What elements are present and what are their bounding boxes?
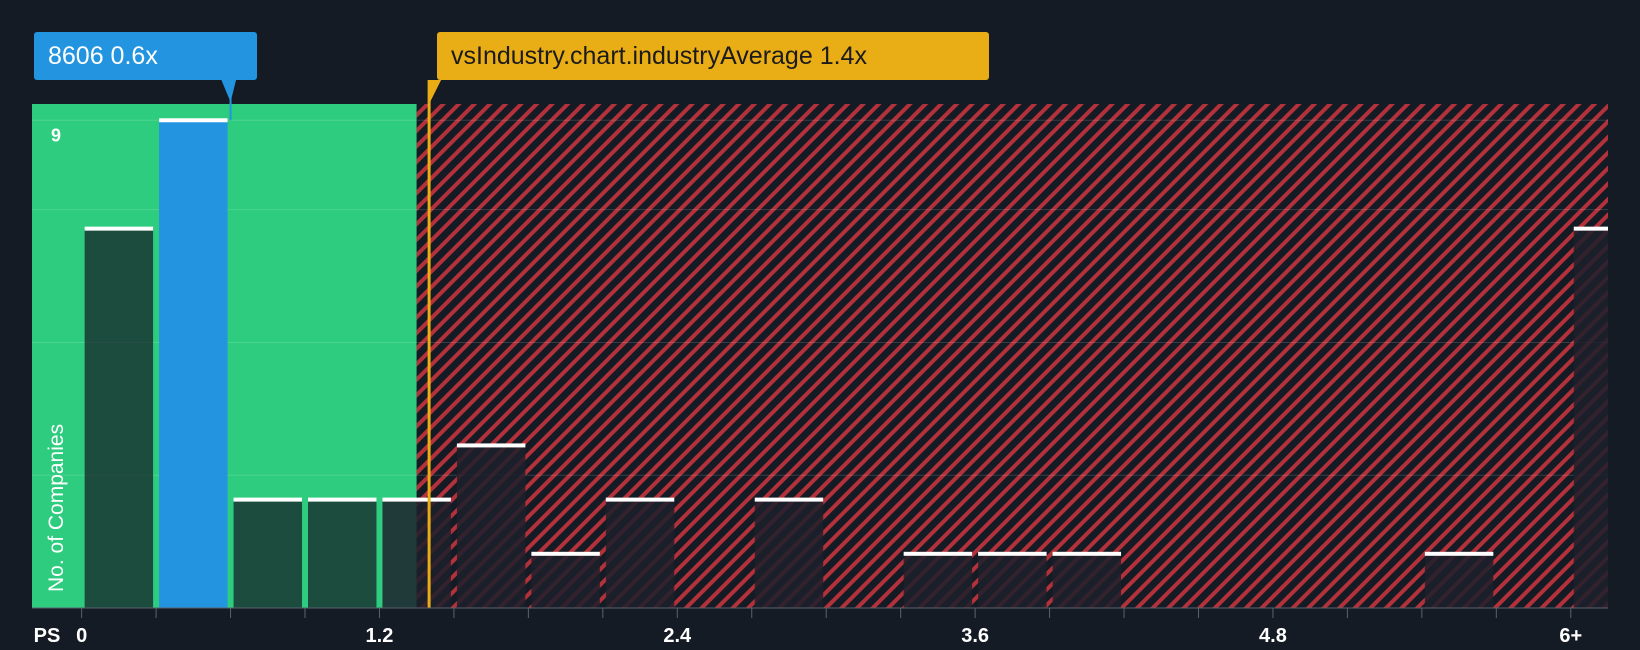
histogram-bar — [456, 445, 526, 608]
histogram-bar — [382, 499, 451, 608]
histogram-bar — [159, 120, 228, 608]
bar-top-marker — [1573, 226, 1608, 231]
histogram-bar — [978, 553, 1047, 608]
bar-top-marker — [382, 497, 451, 502]
bar-top-marker — [978, 551, 1047, 556]
company-ps-callout: 8606 0.6x — [34, 32, 257, 80]
bar-top-marker — [84, 226, 154, 231]
overvalued-zone — [416, 104, 1609, 608]
histogram-bar — [308, 499, 377, 608]
x-tick-label: 0 — [76, 625, 87, 647]
bar-top-marker — [605, 497, 675, 502]
histogram-bar — [84, 228, 154, 608]
x-axis-label: PS — [34, 625, 61, 647]
y-axis-label: No. of Companies — [45, 424, 68, 592]
industry-average-callout: vsIndustry.chart.industryAverage 1.4x — [437, 32, 989, 80]
y-tick-label: 9 — [51, 125, 61, 145]
histogram-bar — [531, 553, 600, 608]
bar-top-marker — [159, 118, 228, 123]
bar-top-marker — [754, 497, 824, 502]
histogram-bar — [903, 553, 973, 608]
histogram-bar — [1052, 553, 1122, 608]
bar-top-marker — [903, 551, 973, 556]
histogram-bar — [1573, 228, 1608, 608]
x-tick-label: 3.6 — [961, 625, 989, 647]
histogram-bar — [1424, 553, 1494, 608]
x-tick-label: 4.8 — [1259, 625, 1287, 647]
industry-callout-pointer — [429, 80, 442, 104]
histogram-bar — [605, 499, 675, 608]
bar-top-marker — [233, 497, 303, 502]
histogram-bar — [754, 499, 824, 608]
company-callout-pointer — [220, 78, 237, 102]
x-tick-label: 6+ — [1559, 625, 1582, 647]
bar-top-marker — [308, 497, 377, 502]
x-tick-label: 1.2 — [366, 625, 394, 647]
bar-top-marker — [531, 551, 600, 556]
bar-top-marker — [456, 443, 526, 448]
bar-top-marker — [1052, 551, 1122, 556]
histogram-bar — [233, 499, 303, 608]
x-tick-label: 2.4 — [663, 625, 692, 647]
bar-top-marker — [1424, 551, 1494, 556]
